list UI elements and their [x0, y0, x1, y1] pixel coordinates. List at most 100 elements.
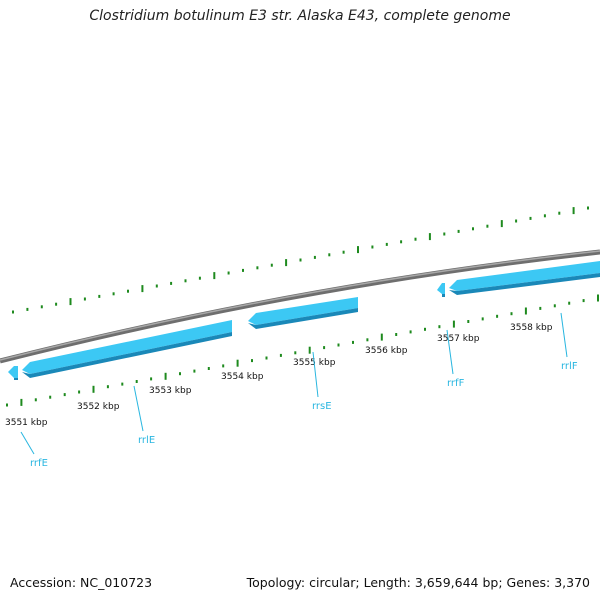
minor-tick: [150, 377, 153, 381]
minor-tick: [443, 232, 446, 236]
minor-tick: [582, 299, 585, 303]
minor-tick: [270, 263, 273, 267]
major-tick: [597, 294, 599, 302]
gene-rrlE-arrow[interactable]: [22, 320, 232, 378]
minor-tick: [409, 330, 412, 334]
minor-tick: [299, 258, 302, 262]
minor-tick: [242, 268, 244, 272]
minor-tick: [12, 310, 14, 314]
scale-label: 3554 kbp: [221, 372, 264, 382]
minor-tick: [55, 302, 58, 306]
minor-tick: [83, 297, 86, 301]
minor-tick: [227, 271, 230, 275]
minor-tick: [337, 343, 340, 347]
minor-tick: [328, 253, 331, 257]
minor-tick: [424, 327, 426, 331]
major-tick: [213, 272, 216, 280]
minor-tick: [121, 382, 124, 386]
minor-tick: [400, 240, 403, 244]
scale-label: 3553 kbp: [149, 386, 192, 396]
gene-track: [8, 261, 600, 380]
minor-tick: [529, 216, 532, 220]
minor-tick: [251, 359, 253, 363]
major-tick: [308, 346, 311, 354]
minor-tick: [486, 224, 489, 228]
major-tick: [164, 372, 167, 380]
minor-tick: [63, 393, 66, 397]
gene-rrlF-arrow[interactable]: [449, 261, 600, 295]
outer-tick-track: [12, 206, 589, 314]
minor-tick: [313, 255, 316, 259]
accession-text: Accession: NC_010723: [10, 575, 153, 590]
minor-tick: [457, 229, 460, 233]
minor-tick: [366, 338, 369, 342]
minor-tick: [127, 289, 129, 293]
minor-tick: [279, 353, 282, 357]
gene-rrfF-arrow[interactable]: [437, 283, 445, 297]
minor-tick: [26, 307, 29, 311]
minor-tick: [78, 390, 81, 394]
minor-tick: [438, 325, 441, 329]
minor-tick: [385, 242, 388, 246]
minor-tick: [414, 237, 417, 241]
major-tick: [236, 359, 239, 367]
gene-label-rrsE[interactable]: rrsE: [312, 401, 332, 412]
minor-tick: [323, 346, 326, 350]
minor-tick: [553, 304, 556, 308]
major-tick: [357, 246, 359, 254]
minor-tick: [352, 340, 354, 344]
major-tick: [572, 207, 575, 215]
minor-tick: [543, 214, 546, 218]
minor-tick: [98, 294, 101, 298]
major-tick: [524, 307, 527, 315]
major-tick: [20, 398, 23, 406]
minor-tick: [395, 333, 398, 336]
minor-tick: [179, 372, 181, 376]
minor-tick: [568, 301, 571, 305]
minor-tick: [587, 206, 589, 210]
gene-label-rrfF[interactable]: rrfF: [447, 378, 465, 389]
minor-tick: [265, 356, 268, 360]
minor-tick: [558, 211, 561, 215]
minor-tick: [481, 317, 484, 321]
inner-tick-track: [6, 294, 599, 407]
gene-label-rrlF[interactable]: rrlF: [561, 361, 578, 372]
minor-tick: [294, 351, 297, 355]
minor-tick: [515, 219, 518, 223]
major-tick: [500, 220, 503, 228]
minor-tick: [49, 395, 52, 399]
minor-tick: [135, 380, 138, 383]
gene-rrfE-arrow[interactable]: [8, 366, 18, 380]
minor-tick: [496, 314, 499, 318]
scale-label: 3556 kbp: [365, 346, 408, 356]
minor-tick: [207, 367, 210, 370]
genome-backbone: [0, 249, 600, 364]
major-tick: [141, 285, 144, 293]
major-tick: [428, 233, 431, 241]
scale-label: 3557 kbp: [437, 334, 480, 344]
minor-tick: [198, 276, 201, 280]
minor-tick: [371, 245, 374, 249]
gene-label-rrfE[interactable]: rrfE: [30, 458, 48, 469]
major-tick: [452, 320, 455, 328]
minor-tick: [112, 292, 115, 296]
minor-tick: [193, 369, 196, 373]
minor-tick: [34, 398, 37, 402]
gene-leader-lines: [20, 312, 568, 455]
minor-tick: [539, 306, 542, 310]
genome-summary-text: Topology: circular; Length: 3,659,644 bp…: [246, 575, 590, 590]
minor-tick: [467, 320, 470, 323]
minor-tick: [510, 312, 513, 316]
minor-tick: [6, 403, 8, 407]
minor-tick: [106, 385, 109, 389]
gene-labels: rrfE rrlE rrsE rrfF rrlF: [30, 361, 578, 469]
minor-tick: [342, 250, 345, 254]
major-tick: [69, 298, 72, 306]
major-tick: [285, 259, 288, 267]
minor-tick: [170, 281, 173, 285]
minor-tick: [155, 284, 158, 288]
gene-label-rrlE[interactable]: rrlE: [138, 435, 155, 446]
minor-tick: [256, 266, 259, 270]
gene-rrsE-arrow[interactable]: [248, 297, 358, 329]
